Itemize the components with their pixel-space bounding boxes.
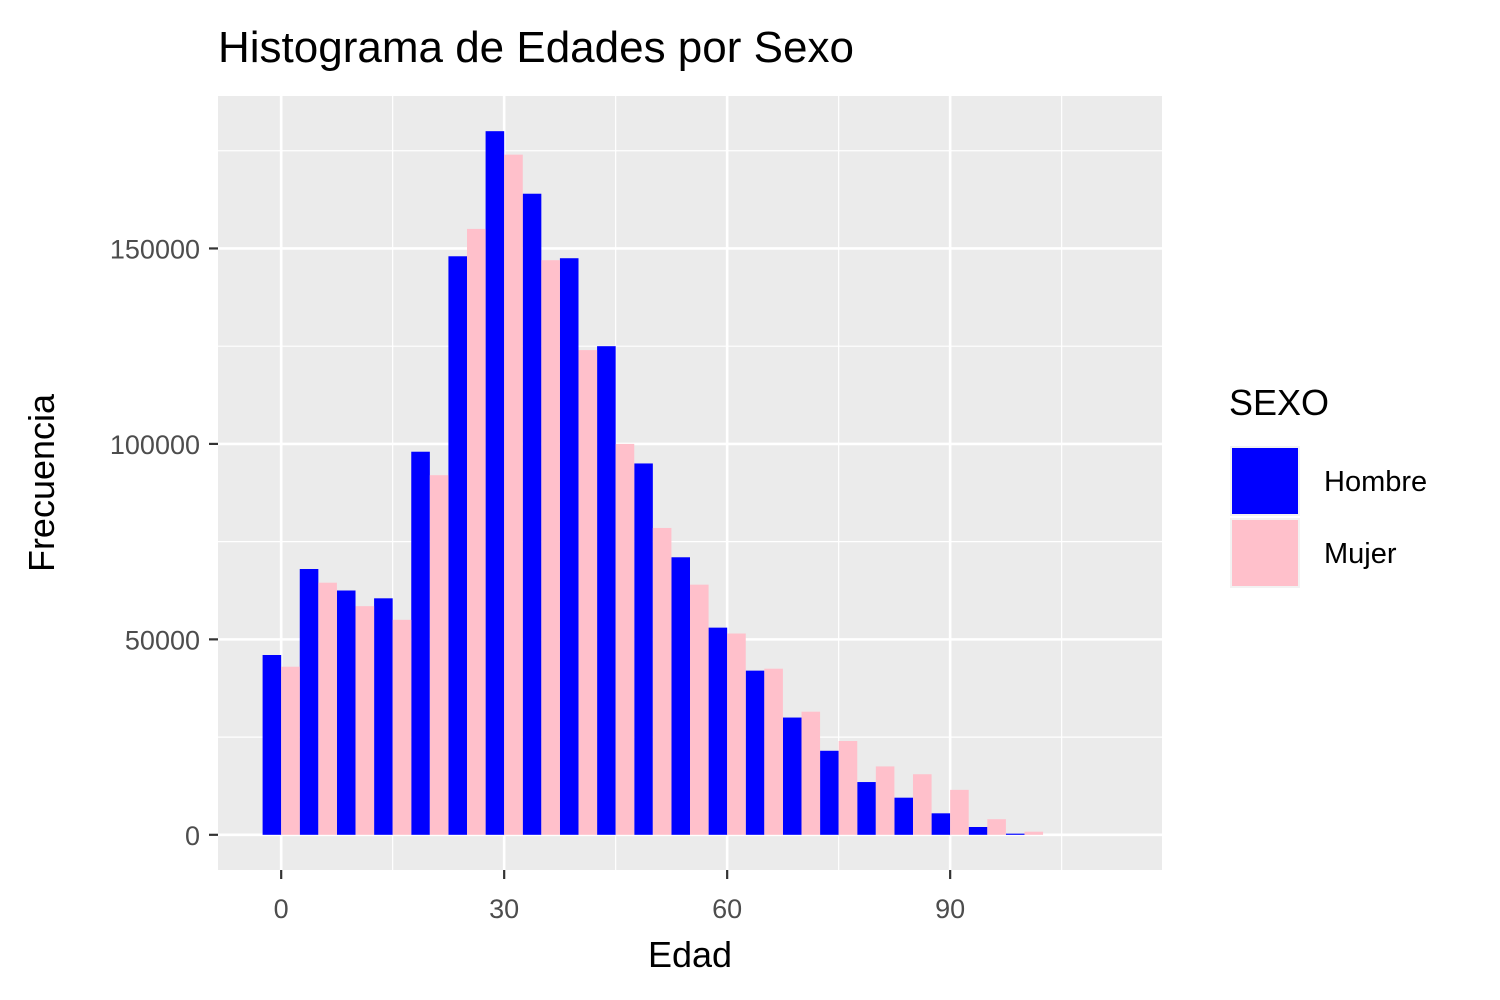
bar-hombre-80	[857, 782, 876, 835]
bar-hombre-100	[1005, 833, 1025, 835]
bar-hombre-35	[522, 193, 542, 835]
y-tick-label: 150000	[110, 234, 200, 264]
bar-hombre-5	[299, 569, 319, 835]
bar-hombre-50	[634, 463, 653, 835]
y-tick-label: 0	[185, 821, 200, 851]
bar-hombre-85	[894, 797, 913, 835]
x-tick-label: 90	[935, 894, 965, 924]
bar-mujer-95	[987, 819, 1006, 835]
bar-hombre-20	[411, 451, 430, 835]
bar-mujer-80	[875, 766, 895, 835]
bar-mujer-55	[690, 584, 709, 835]
bar-mujer-75	[838, 741, 858, 835]
bar-hombre-95	[968, 827, 988, 835]
legend-title: SEXO	[1229, 382, 1329, 423]
bar-mujer-65	[764, 668, 783, 835]
bar-mujer-20	[429, 475, 449, 835]
bar-hombre-0	[262, 655, 282, 835]
bar-mujer-0	[281, 666, 300, 835]
bar-hombre-40	[559, 258, 579, 835]
bar-mujer-35	[541, 260, 560, 835]
legend-label-hombre: Hombre	[1324, 466, 1427, 498]
bar-hombre-65	[745, 670, 765, 835]
bar-mujer-25	[467, 228, 486, 835]
legend: SEXO Hombre Mujer	[1229, 382, 1427, 588]
bar-hombre-10	[336, 590, 356, 835]
bar-hombre-30	[485, 131, 505, 835]
bar-hombre-75	[820, 750, 839, 835]
bar-mujer-60	[727, 633, 746, 835]
legend-swatch-hombre	[1232, 448, 1298, 514]
y-tick-label: 50000	[125, 625, 200, 655]
bar-hombre-90	[931, 813, 951, 835]
bars	[262, 131, 1044, 835]
bar-mujer-40	[578, 350, 598, 835]
x-tick-label: 60	[712, 894, 742, 924]
bar-hombre-70	[782, 717, 802, 835]
y-axis-title: Frecuencia	[21, 393, 62, 572]
x-tick-label: 0	[274, 894, 289, 924]
bar-mujer-90	[950, 789, 969, 835]
bar-mujer-5	[318, 582, 337, 835]
y-axis-ticks: 0 50000 100000 150000	[110, 234, 218, 851]
bar-hombre-25	[448, 256, 468, 835]
bar-hombre-55	[671, 557, 690, 835]
legend-items: Hombre Mujer	[1230, 446, 1427, 588]
bar-mujer-100	[1024, 831, 1044, 835]
chart-title: Histograma de Edades por Sexo	[218, 23, 854, 72]
bar-mujer-50	[652, 527, 672, 835]
bar-hombre-45	[597, 346, 616, 835]
bar-mujer-45	[615, 443, 635, 835]
x-tick-label: 30	[489, 894, 519, 924]
x-axis-title: Edad	[648, 934, 732, 975]
legend-swatch-mujer	[1232, 520, 1298, 586]
y-tick-label: 100000	[110, 430, 200, 460]
legend-label-mujer: Mujer	[1324, 538, 1397, 570]
bar-mujer-70	[801, 711, 821, 835]
x-axis-ticks: 0 30 60 90	[274, 870, 965, 924]
bar-hombre-15	[374, 598, 393, 835]
bar-hombre-60	[708, 627, 728, 835]
bar-mujer-85	[912, 774, 932, 835]
bar-mujer-30	[504, 154, 523, 835]
bar-mujer-10	[355, 606, 375, 835]
bar-mujer-15	[392, 619, 412, 835]
